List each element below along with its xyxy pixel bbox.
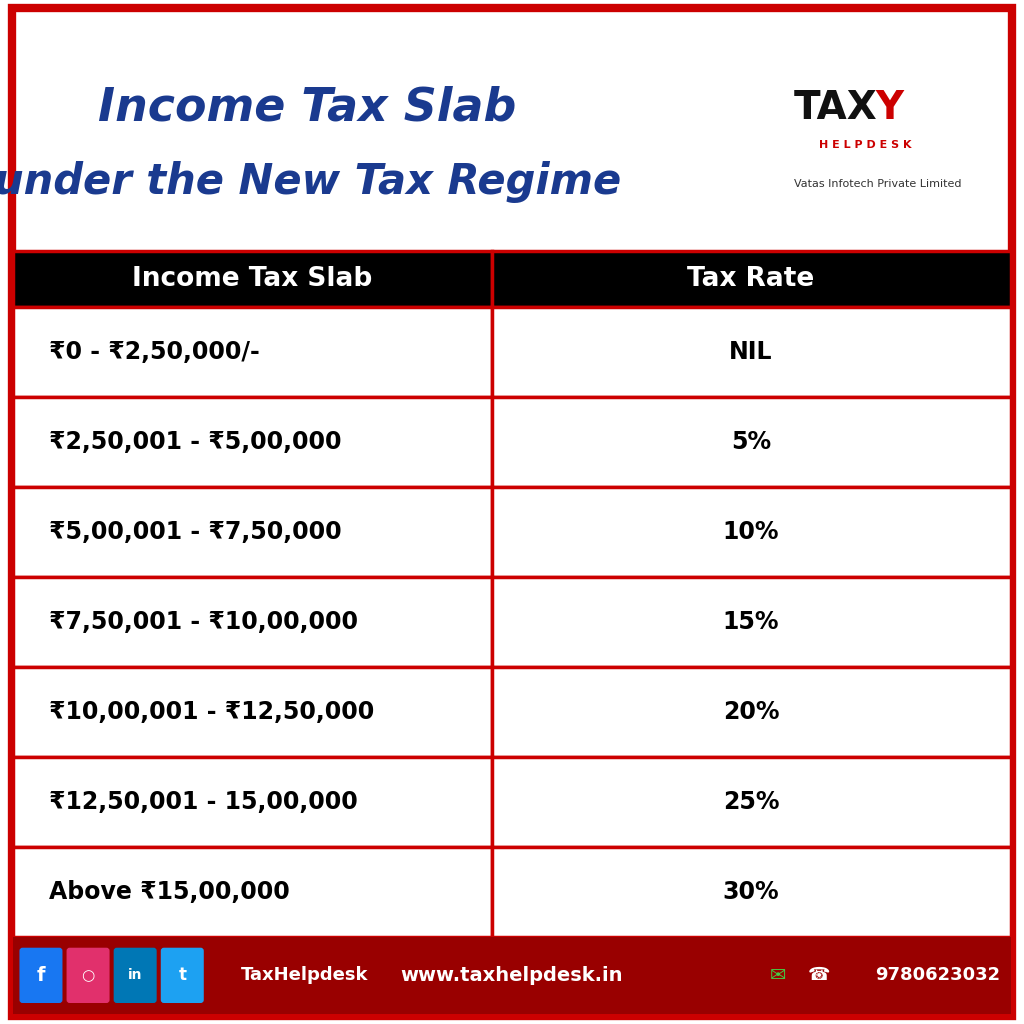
FancyBboxPatch shape [492,307,1011,397]
Text: Income Tax Slab: Income Tax Slab [132,266,373,292]
FancyBboxPatch shape [12,8,1012,1016]
Text: 30%: 30% [723,880,779,904]
FancyBboxPatch shape [492,397,1011,487]
FancyBboxPatch shape [161,948,204,1004]
FancyBboxPatch shape [13,251,492,307]
Text: TaxHelpdesk: TaxHelpdesk [241,967,369,984]
Text: H E L P D E S K: H E L P D E S K [819,140,911,151]
Text: 25%: 25% [723,790,779,814]
FancyBboxPatch shape [13,578,492,667]
FancyBboxPatch shape [492,578,1011,667]
FancyBboxPatch shape [13,667,492,757]
Text: ₹2,50,001 - ₹5,00,000: ₹2,50,001 - ₹5,00,000 [49,430,342,455]
FancyBboxPatch shape [13,847,492,937]
Text: in: in [128,969,142,982]
Text: ☎: ☎ [808,967,830,984]
FancyBboxPatch shape [492,757,1011,847]
Text: Income Tax Slab: Income Tax Slab [98,85,516,130]
Text: Above ₹15,00,000: Above ₹15,00,000 [49,880,290,904]
Text: ₹10,00,001 - ₹12,50,000: ₹10,00,001 - ₹12,50,000 [49,700,375,724]
Text: 5%: 5% [731,430,771,455]
Text: t: t [178,967,186,984]
Text: ₹12,50,001 - 15,00,000: ₹12,50,001 - 15,00,000 [49,790,358,814]
Text: Y: Y [876,88,903,127]
Text: f: f [37,966,45,985]
Text: TAX: TAX [794,88,878,127]
FancyBboxPatch shape [492,487,1011,578]
Text: ₹0 - ₹2,50,000/-: ₹0 - ₹2,50,000/- [49,340,260,365]
FancyBboxPatch shape [13,307,492,397]
Text: www.taxhelpdesk.in: www.taxhelpdesk.in [400,966,624,985]
Text: ○: ○ [82,968,94,983]
Text: ✉: ✉ [770,966,786,985]
Text: under the New Tax Regime: under the New Tax Regime [0,161,621,204]
FancyBboxPatch shape [19,948,62,1004]
FancyBboxPatch shape [67,948,110,1004]
Text: 9780623032: 9780623032 [876,967,1000,984]
FancyBboxPatch shape [114,948,157,1004]
Text: NIL: NIL [729,340,773,365]
Text: 10%: 10% [723,520,779,544]
FancyBboxPatch shape [492,251,1011,307]
Text: ₹7,50,001 - ₹10,00,000: ₹7,50,001 - ₹10,00,000 [49,610,358,634]
FancyBboxPatch shape [492,847,1011,937]
FancyBboxPatch shape [492,667,1011,757]
FancyBboxPatch shape [13,487,492,578]
Text: Vatas Infotech Private Limited: Vatas Infotech Private Limited [794,179,962,189]
Text: Tax Rate: Tax Rate [687,266,815,292]
FancyBboxPatch shape [13,937,1011,1014]
Text: 15%: 15% [723,610,779,634]
FancyBboxPatch shape [13,397,492,487]
Text: 20%: 20% [723,700,779,724]
FancyBboxPatch shape [13,757,492,847]
Text: ₹5,00,001 - ₹7,50,000: ₹5,00,001 - ₹7,50,000 [49,520,342,544]
